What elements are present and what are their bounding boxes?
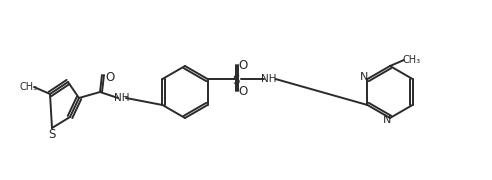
- Text: CH₃: CH₃: [403, 55, 421, 65]
- Text: O: O: [238, 58, 247, 71]
- Text: CH₃: CH₃: [20, 82, 38, 92]
- Text: N: N: [360, 72, 369, 82]
- Text: N: N: [383, 115, 391, 125]
- Text: S: S: [48, 129, 56, 141]
- Text: NH: NH: [114, 93, 130, 103]
- Text: NH: NH: [261, 74, 277, 84]
- Text: O: O: [238, 84, 247, 98]
- Text: S: S: [232, 73, 239, 87]
- Text: O: O: [105, 71, 115, 84]
